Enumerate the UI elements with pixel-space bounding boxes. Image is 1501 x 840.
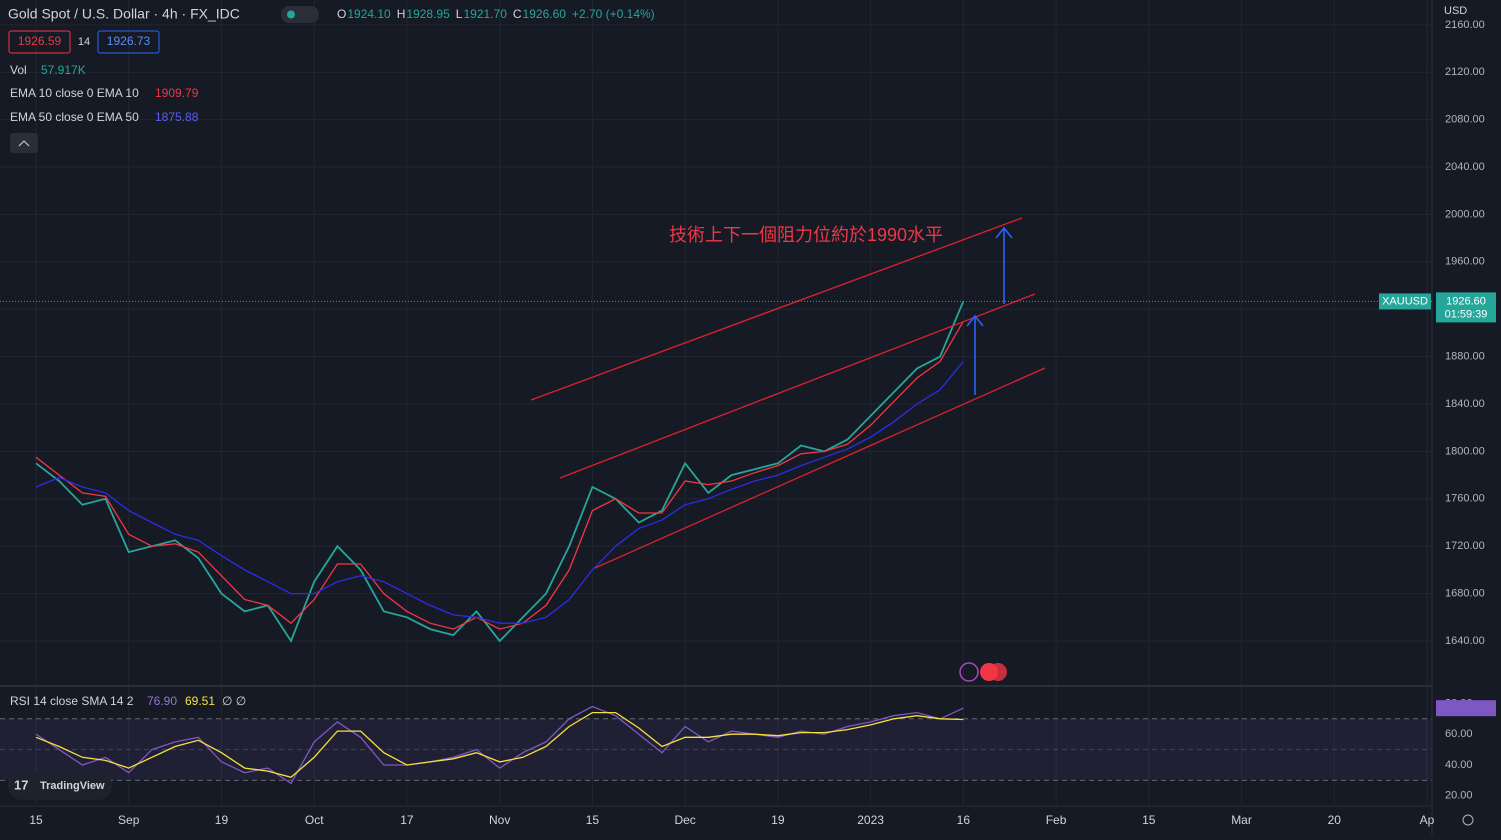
legend-value: 1875.88: [155, 110, 199, 124]
bid-box: [8, 30, 71, 54]
y-tick-label: 20.00: [1445, 790, 1473, 802]
legend-label: EMA 50 close 0 EMA 50: [10, 110, 139, 124]
y-tick-label: 2120.00: [1445, 66, 1485, 78]
x-tick-label: 15: [586, 813, 600, 827]
currency[interactable]: USD: [1444, 5, 1467, 17]
rsi-extra: ∅ ∅: [222, 694, 246, 708]
chevron: [18, 140, 30, 147]
arrow: [966, 314, 984, 395]
y-tick-label: 60.00: [1445, 728, 1473, 740]
event-icon[interactable]: [959, 662, 979, 682]
x-tick-label: 19: [771, 813, 785, 827]
annotation: 技術上下一個阻力位約於1990水平: [669, 225, 943, 245]
x-tick-label: 20: [1328, 813, 1342, 827]
legend-label: Vol: [10, 63, 27, 77]
y-tick-label: 2080.00: [1445, 114, 1485, 126]
ask: 1926.73: [107, 34, 151, 48]
y-tick-label: 1840.00: [1445, 398, 1485, 410]
plot: [35, 301, 965, 785]
x-tick-label: Dec: [674, 813, 695, 827]
rsi-tag: [1436, 700, 1496, 717]
y-tick-label: 2160.00: [1445, 19, 1485, 31]
x-tick-label: Ap: [1420, 813, 1435, 827]
event-icon[interactable]: [989, 663, 1007, 681]
price-tag-label: 1926.60: [1446, 295, 1486, 307]
y-tick-label: 2000.00: [1445, 208, 1485, 220]
series-line: [35, 320, 964, 630]
x-tick-label: Oct: [305, 813, 324, 827]
ohlc-value: 1926.60: [523, 7, 567, 21]
series-line: [35, 301, 965, 643]
y-tick-label: 1960.00: [1445, 256, 1485, 268]
x-tick-label: Feb: [1046, 813, 1067, 827]
ohlc-value: 1921.70: [463, 7, 507, 21]
logo-badge[interactable]: [8, 772, 112, 800]
symbol-tag: [1379, 293, 1431, 310]
bid: 1926.59: [18, 34, 62, 48]
x-tick-label: Nov: [489, 813, 510, 827]
status-dot: [287, 10, 295, 19]
channel-middle: [559, 293, 1036, 479]
y-tick-label: 1880.00: [1445, 351, 1485, 363]
channel-upper: [530, 217, 1023, 401]
symbol: Gold Spot / U.S. Dollar · 4h · FX_IDC: [8, 6, 240, 22]
ohlc-letter: L: [456, 7, 463, 21]
sma-value: 69.51: [185, 694, 215, 708]
channel-lower: [594, 367, 1046, 569]
status-pill: [281, 6, 319, 23]
price-tag: [1436, 292, 1496, 323]
y-tick-label: 2040.00: [1445, 161, 1485, 173]
x-tick-label: 2023: [857, 813, 884, 827]
x-tick-label: 17: [400, 813, 414, 827]
spread: 14: [78, 36, 90, 48]
x-tick-label: Sep: [118, 813, 140, 827]
legend-value: 57.917K: [41, 63, 86, 77]
y-tick-label: 1800.00: [1445, 445, 1485, 457]
arrows: [966, 226, 1013, 395]
x-tick-label: 15: [1142, 813, 1156, 827]
x-tick-label: Mar: [1231, 813, 1252, 827]
settings-icon[interactable]: [1462, 814, 1474, 826]
x-tick-label: 15: [29, 813, 43, 827]
rsi-title: RSI 14 close SMA 14 2: [10, 694, 134, 708]
change: +2.70 (+0.14%): [572, 7, 655, 21]
collapse-button[interactable]: [10, 133, 38, 153]
ohlc-value: 1928.95: [406, 7, 450, 21]
y-tick-label: 1640.00: [1445, 635, 1485, 647]
y-tick-label: 1680.00: [1445, 587, 1485, 599]
grid: [0, 0, 1432, 805]
ohlc-letter: O: [337, 7, 346, 21]
ohlc-letter: H: [397, 7, 406, 21]
symbol-tag-label: XAUUSD: [1382, 295, 1428, 307]
y-tick-label: 40.00: [1445, 759, 1473, 771]
ask-box: [97, 30, 160, 54]
y-tick-label: 1760.00: [1445, 493, 1485, 505]
timer: 01:59:39: [1445, 308, 1488, 320]
arrow: [995, 226, 1013, 304]
x-tick-label: 19: [215, 813, 229, 827]
x-tick-label: 16: [957, 813, 971, 827]
ohlc-value: 1924.10: [347, 7, 391, 21]
legend-label: EMA 10 close 0 EMA 10: [10, 86, 139, 100]
logo: TradingView: [40, 780, 105, 792]
series-line: [35, 361, 964, 624]
ohlc-letter: C: [513, 7, 522, 21]
series-line: [35, 711, 964, 779]
rsi-value: 76.90: [147, 694, 177, 708]
logo-mark: 17: [14, 777, 28, 792]
y-tick-label: 1720.00: [1445, 540, 1485, 552]
legend-value: 1909.79: [155, 86, 199, 100]
